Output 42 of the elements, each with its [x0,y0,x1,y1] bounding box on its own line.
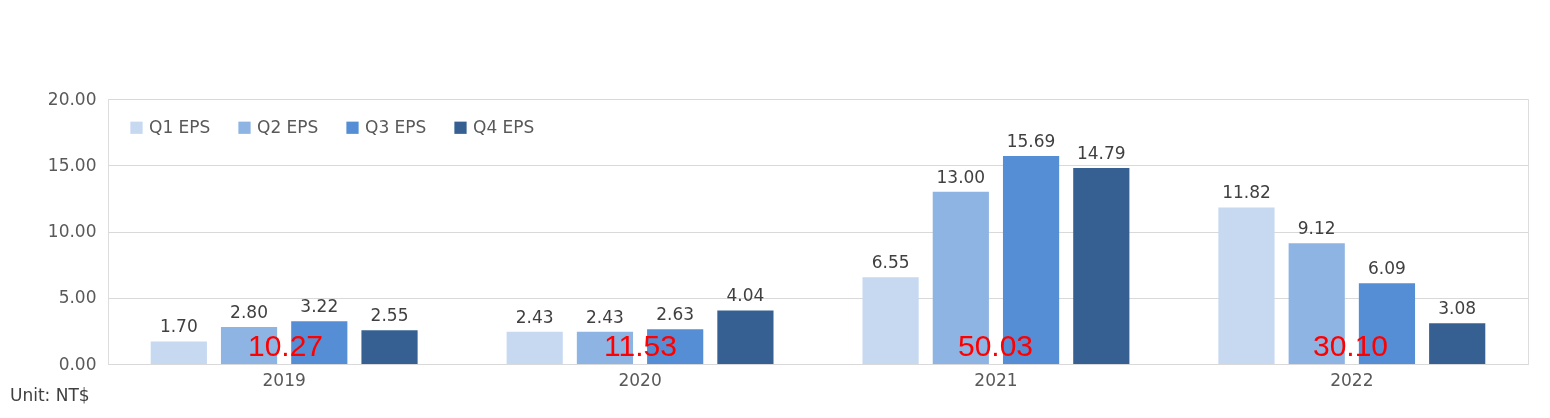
legend-label: Q3 EPS [365,116,427,137]
annotation: 10.27 [247,329,324,362]
data-label: 2.63 [656,304,695,325]
annotation: 30.10 [1312,329,1389,362]
data-label: 15.69 [1006,131,1056,152]
y-tick-label: 0.00 [58,353,97,374]
data-label: 2.43 [515,306,554,327]
y-tick-label: 10.00 [47,221,97,241]
x-tick-label: 2020 [618,369,662,390]
data-label: 2.55 [370,305,409,326]
data-label: 1.70 [159,316,198,337]
x-tick-label: 2019 [262,369,306,390]
data-label: 3.08 [1438,298,1477,319]
bar [862,277,919,364]
bar [150,341,207,364]
data-label: 2.80 [230,301,268,322]
annotation: 11.53 [604,329,677,362]
bar [1218,207,1275,364]
y-tick-label: 15.00 [47,154,97,175]
x-tick-label: 2022 [1330,369,1374,390]
x-tick-label: 2021 [974,369,1018,390]
text: Unit: NT$ [10,385,90,405]
y-tick-label: 5.00 [58,287,97,308]
legend-label: Q4 EPS [473,116,535,137]
data-label: 14.79 [1076,143,1126,164]
data-label: 13.00 [936,166,986,187]
data-label: 2.43 [586,306,624,327]
bar [361,330,418,364]
data-label: 4.04 [726,285,765,306]
data-label: 9.12 [1297,218,1336,239]
data-label: 6.55 [871,252,910,273]
bar [506,331,563,364]
data-label: 6.09 [1368,258,1406,279]
bar [1429,323,1486,364]
bar [1073,168,1130,364]
annotation: 50.03 [957,329,1034,362]
legend-label: Q1 EPS [149,116,211,137]
data-label: 3.22 [300,296,339,317]
legend-label: Q2 EPS [257,116,319,137]
data-label: 11.82 [1222,182,1271,203]
bar [717,310,774,364]
y-tick-label: 20.00 [47,88,97,109]
